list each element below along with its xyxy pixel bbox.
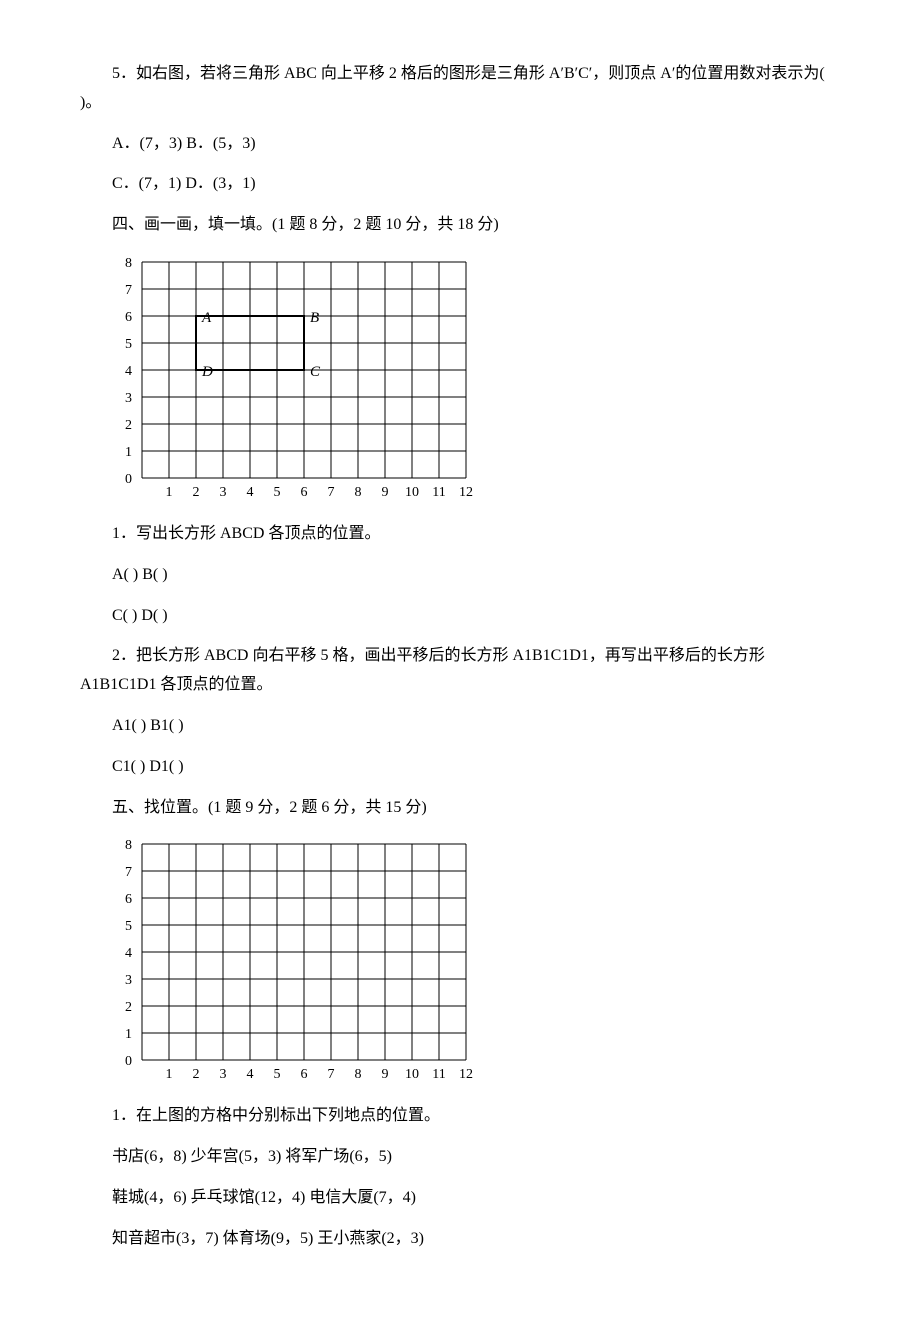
svg-text:8: 8	[125, 838, 132, 853]
svg-text:9: 9	[382, 1067, 389, 1082]
svg-text:4: 4	[247, 1067, 254, 1082]
svg-text:3: 3	[220, 485, 227, 500]
svg-text:A: A	[201, 310, 212, 326]
svg-text:3: 3	[220, 1067, 227, 1082]
s4-q2: 2．把长方形 ABCD 向右平移 5 格，画出平移后的长方形 A1B1C1D1，…	[80, 642, 840, 700]
svg-text:1: 1	[166, 1067, 173, 1082]
svg-text:9: 9	[382, 485, 389, 500]
svg-text:6: 6	[301, 485, 308, 500]
s4-q2-cd: C1( ) D1( )	[80, 753, 840, 782]
svg-text:D: D	[201, 364, 213, 380]
q5-text: 5．如右图，若将三角形 ABC 向上平移 2 格后的图形是三角形 A′B′C′，…	[80, 60, 840, 118]
svg-text:8: 8	[355, 485, 362, 500]
svg-text:1: 1	[166, 485, 173, 500]
svg-text:4: 4	[125, 946, 132, 961]
grid-chart-1: 012345678123456789101112ABCD	[112, 252, 512, 512]
s4-q1: 1．写出长方形 ABCD 各顶点的位置。	[80, 520, 840, 549]
section4-title: 四、画一画，填一填。(1 题 8 分，2 题 10 分，共 18 分)	[80, 211, 840, 240]
svg-text:0: 0	[125, 472, 132, 487]
q5-options-cd: C．(7，1) D．(3，1)	[80, 170, 840, 199]
s5-q1: 1．在上图的方格中分别标出下列地点的位置。	[80, 1102, 840, 1131]
s5-line1: 书店(6，8) 少年宫(5，3) 将军广场(6，5)	[80, 1143, 840, 1172]
svg-text:6: 6	[125, 892, 132, 907]
svg-text:10: 10	[405, 485, 419, 500]
svg-text:2: 2	[125, 418, 132, 433]
grid-chart-2: 012345678123456789101112	[112, 834, 512, 1094]
svg-text:2: 2	[193, 1067, 200, 1082]
svg-text:4: 4	[247, 485, 254, 500]
svg-text:7: 7	[328, 1067, 335, 1082]
svg-text:8: 8	[125, 256, 132, 271]
svg-text:C: C	[310, 364, 321, 380]
svg-text:7: 7	[125, 865, 132, 880]
svg-text:3: 3	[125, 391, 132, 406]
svg-text:6: 6	[301, 1067, 308, 1082]
s5-line3: 知音超市(3，7) 体育场(9，5) 王小燕家(2，3)	[80, 1225, 840, 1254]
svg-text:7: 7	[328, 485, 335, 500]
svg-text:12: 12	[459, 1067, 473, 1082]
svg-text:12: 12	[459, 485, 473, 500]
svg-text:B: B	[310, 310, 319, 326]
svg-text:2: 2	[125, 1000, 132, 1015]
svg-text:2: 2	[193, 485, 200, 500]
q5-options-ab: A．(7，3) B．(5，3)	[80, 130, 840, 159]
svg-text:4: 4	[125, 364, 132, 379]
svg-text:11: 11	[432, 1067, 445, 1082]
svg-text:7: 7	[125, 283, 132, 298]
svg-text:5: 5	[125, 337, 132, 352]
svg-text:0: 0	[125, 1054, 132, 1069]
svg-text:5: 5	[125, 919, 132, 934]
svg-text:5: 5	[274, 1067, 281, 1082]
svg-text:6: 6	[125, 310, 132, 325]
svg-text:3: 3	[125, 973, 132, 988]
svg-text:10: 10	[405, 1067, 419, 1082]
section5-title: 五、找位置。(1 题 9 分，2 题 6 分，共 15 分)	[80, 794, 840, 823]
svg-text:5: 5	[274, 485, 281, 500]
s4-q1-ab: A( ) B( )	[80, 561, 840, 590]
s4-q2-ab: A1( ) B1( )	[80, 712, 840, 741]
s5-line2: 鞋城(4，6) 乒乓球馆(12，4) 电信大厦(7，4)	[80, 1184, 840, 1213]
svg-text:11: 11	[432, 485, 445, 500]
svg-text:1: 1	[125, 445, 132, 460]
s4-q1-cd: C( ) D( )	[80, 602, 840, 631]
svg-text:1: 1	[125, 1027, 132, 1042]
svg-text:8: 8	[355, 1067, 362, 1082]
